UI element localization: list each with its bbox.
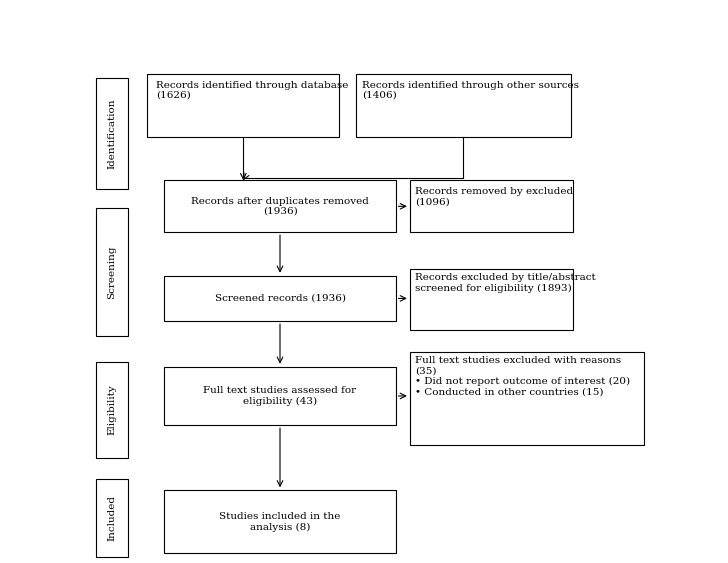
Text: Records removed by excluded
(1096): Records removed by excluded (1096) (416, 187, 574, 206)
Text: Full text studies assessed for
eligibility (43): Full text studies assessed for eligibili… (203, 386, 357, 405)
FancyBboxPatch shape (95, 78, 128, 189)
Text: Full text studies excluded with reasons
(35)
• Did not report outcome of interes: Full text studies excluded with reasons … (416, 356, 630, 396)
FancyBboxPatch shape (165, 490, 396, 553)
FancyBboxPatch shape (356, 74, 571, 137)
FancyBboxPatch shape (410, 269, 574, 330)
Text: Identification: Identification (107, 99, 116, 169)
FancyBboxPatch shape (95, 480, 128, 557)
Text: Records identified through database
(1626): Records identified through database (162… (156, 81, 348, 100)
Text: Studies included in the
analysis (8): Studies included in the analysis (8) (219, 512, 341, 531)
FancyBboxPatch shape (410, 351, 644, 445)
Text: Records excluded by title/abstract
screened for eligibility (1893): Records excluded by title/abstract scree… (416, 274, 596, 293)
Text: Records identified through other sources
(1406): Records identified through other sources… (362, 81, 579, 100)
Text: Eligibility: Eligibility (107, 385, 116, 435)
Text: Screening: Screening (107, 245, 116, 299)
Text: Included: Included (107, 495, 116, 542)
FancyBboxPatch shape (165, 180, 396, 233)
FancyBboxPatch shape (165, 367, 396, 425)
FancyBboxPatch shape (95, 363, 128, 458)
FancyBboxPatch shape (95, 208, 128, 336)
FancyBboxPatch shape (410, 180, 574, 233)
Text: Screened records (1936): Screened records (1936) (215, 294, 346, 303)
FancyBboxPatch shape (148, 74, 339, 137)
FancyBboxPatch shape (165, 276, 396, 321)
Text: Records after duplicates removed
(1936): Records after duplicates removed (1936) (191, 196, 369, 216)
